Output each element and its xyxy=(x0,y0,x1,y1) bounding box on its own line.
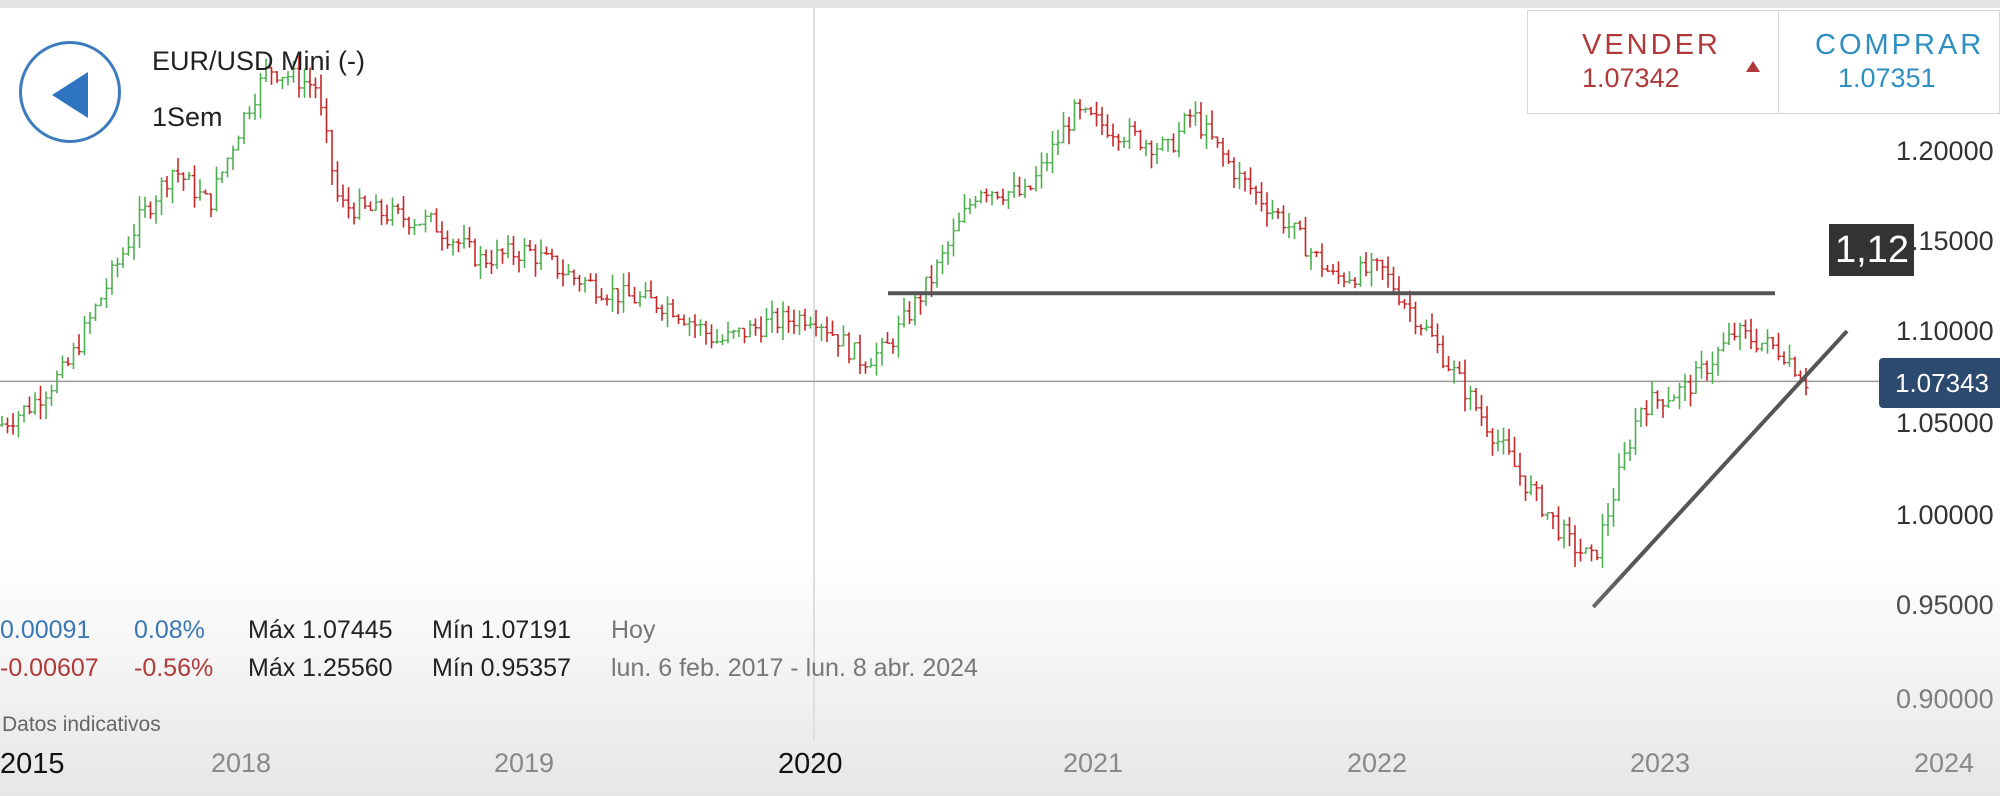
today-percent: 0.08% xyxy=(134,616,205,644)
today-change: 0.00091 xyxy=(0,616,91,644)
left-arrow-icon xyxy=(52,72,88,118)
today-max: Máx 1.07445 xyxy=(248,616,393,644)
last-price-label: 1.07343 xyxy=(1879,358,2000,408)
timeframe-selector[interactable]: 1Sem xyxy=(152,102,223,132)
x-tick-label: 2021 xyxy=(1063,748,1124,778)
buy-label: COMPRAR xyxy=(1815,29,1985,61)
buy-button[interactable]: COMPRAR 1.07351 xyxy=(1779,11,2000,113)
sell-button[interactable]: VENDER 1.07342 xyxy=(1528,11,1779,113)
crosshair-price-label: 1,12 xyxy=(1829,224,1914,276)
buy-price: 1.07351 xyxy=(1838,63,1936,93)
period-range: lun. 6 feb. 2017 - lun. 8 abr. 2024 xyxy=(611,654,978,682)
today-range: Hoy xyxy=(611,616,656,644)
x-tick-label: 2022 xyxy=(1347,748,1408,778)
y-tick-label: 1.05000 xyxy=(1896,408,1994,438)
header-strip xyxy=(0,0,2000,8)
period-percent: -0.56% xyxy=(134,654,214,682)
indicative-note: Datos indicativos xyxy=(2,713,161,736)
x-tick-label: 2015 xyxy=(0,748,65,780)
y-tick-label: 0.90000 xyxy=(1896,684,1994,714)
period-max: Máx 1.25560 xyxy=(248,654,393,682)
support-trend-line xyxy=(1591,329,1849,609)
y-tick-label: 0.95000 xyxy=(1896,590,1994,620)
up-triangle-icon xyxy=(1746,61,1760,72)
y-tick-label: 1.00000 xyxy=(1896,500,1994,530)
y-tick-label: 1.10000 xyxy=(1896,316,1994,346)
x-tick-label: 2020 xyxy=(778,748,843,780)
y-tick-label: 1.20000 xyxy=(1896,136,1994,166)
back-button[interactable] xyxy=(19,41,121,143)
x-tick-label: 2024 xyxy=(1914,748,1975,778)
sell-price: 1.07342 xyxy=(1582,63,1680,93)
period-change: -0.00607 xyxy=(0,654,99,682)
today-min: Mín 1.07191 xyxy=(432,616,571,644)
x-tick-label: 2019 xyxy=(494,748,555,778)
trade-panel: VENDER 1.07342 COMPRAR 1.07351 xyxy=(1527,10,2000,114)
instrument-title: EUR/USD Mini (-) xyxy=(152,46,365,76)
period-min: Mín 0.95357 xyxy=(432,654,571,682)
x-tick-label: 2023 xyxy=(1630,748,1691,778)
x-tick-label: 2018 xyxy=(211,748,272,778)
sell-label: VENDER xyxy=(1582,29,1721,61)
